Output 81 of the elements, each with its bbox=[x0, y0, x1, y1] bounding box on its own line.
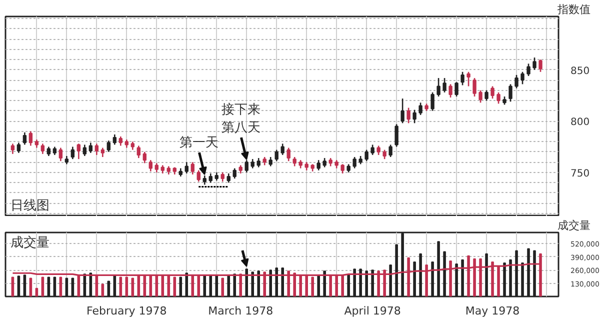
candlestick bbox=[316, 159, 320, 171]
candlestick bbox=[94, 143, 99, 156]
candlestick bbox=[136, 145, 140, 159]
y-tick-label: 750 bbox=[570, 168, 590, 180]
candlestick bbox=[256, 157, 260, 168]
candlestick bbox=[412, 109, 416, 124]
candlestick bbox=[478, 90, 482, 104]
candlestick bbox=[16, 142, 21, 154]
candlestick bbox=[460, 71, 464, 86]
candlestick bbox=[232, 168, 236, 180]
annotation: 第一天 bbox=[180, 135, 219, 150]
candlestick bbox=[226, 172, 230, 184]
candlestick bbox=[106, 140, 111, 153]
annotation: 日线图 bbox=[10, 198, 50, 214]
candlestick bbox=[448, 84, 452, 98]
candlestick bbox=[46, 146, 51, 157]
candlestick bbox=[388, 144, 392, 158]
candlestick bbox=[184, 161, 188, 174]
candlestick bbox=[274, 149, 278, 162]
candlestick bbox=[112, 134, 117, 146]
candlestick bbox=[250, 158, 254, 169]
candlestick bbox=[10, 143, 15, 155]
candlestick bbox=[514, 74, 518, 89]
candlestick bbox=[292, 156, 296, 167]
x-tick-label: February 1978 bbox=[86, 304, 167, 318]
candlestick bbox=[520, 71, 524, 85]
candlestick bbox=[154, 162, 158, 174]
candlestick bbox=[526, 63, 530, 77]
candlestick bbox=[538, 58, 542, 73]
candlestick bbox=[496, 92, 500, 104]
y-axis-title: 指数值 bbox=[556, 3, 590, 16]
y-tick-label: 800 bbox=[570, 117, 590, 128]
candlestick bbox=[532, 56, 536, 70]
annotation: 接下来第八天 bbox=[222, 102, 261, 136]
candlestick bbox=[28, 130, 33, 146]
candlestick bbox=[148, 159, 152, 172]
candlestick bbox=[442, 77, 446, 94]
x-tick-label: March 1978 bbox=[208, 304, 274, 318]
candlestick bbox=[352, 156, 356, 169]
candlestick bbox=[118, 136, 123, 146]
candlestick bbox=[88, 142, 93, 154]
candlestick bbox=[400, 98, 404, 124]
candlestick bbox=[202, 174, 206, 186]
candlestick bbox=[196, 170, 200, 182]
candlestick bbox=[76, 143, 81, 160]
candlestick bbox=[364, 149, 368, 162]
candlestick bbox=[220, 172, 224, 182]
candlestick bbox=[490, 86, 494, 100]
x-tick-label: April 1978 bbox=[344, 304, 401, 318]
candlestick bbox=[466, 71, 470, 87]
candlestick bbox=[208, 172, 212, 184]
candlestick bbox=[40, 143, 45, 155]
candlestick bbox=[286, 147, 290, 162]
y-axis-title: 成交量 bbox=[558, 219, 590, 232]
candlestick bbox=[370, 144, 374, 156]
y-tick-label: 850 bbox=[570, 66, 590, 77]
candlestick bbox=[484, 90, 488, 102]
annotation: 成交量 bbox=[10, 234, 50, 250]
candlestick bbox=[280, 143, 284, 156]
candlestick bbox=[418, 102, 422, 116]
candlestick bbox=[142, 151, 146, 164]
x-tick-label: May 1978 bbox=[465, 304, 520, 318]
candlestick bbox=[58, 147, 63, 162]
candlestick bbox=[436, 77, 440, 98]
candlestick bbox=[268, 156, 272, 167]
candlestick bbox=[394, 124, 398, 148]
candlestick bbox=[472, 77, 476, 98]
candlestick bbox=[22, 132, 27, 146]
candlestick bbox=[322, 157, 326, 168]
candlestick bbox=[376, 145, 380, 156]
candlestick bbox=[508, 84, 512, 102]
candlestick bbox=[70, 146, 75, 160]
candlestick bbox=[190, 161, 194, 176]
candlestick bbox=[244, 159, 248, 174]
candlestick bbox=[100, 147, 105, 158]
candlestick bbox=[406, 107, 410, 124]
candlestick bbox=[382, 149, 386, 160]
candlestick bbox=[82, 144, 87, 157]
candlestick bbox=[454, 81, 458, 98]
candlestick bbox=[340, 164, 344, 174]
candlestick bbox=[430, 92, 434, 112]
